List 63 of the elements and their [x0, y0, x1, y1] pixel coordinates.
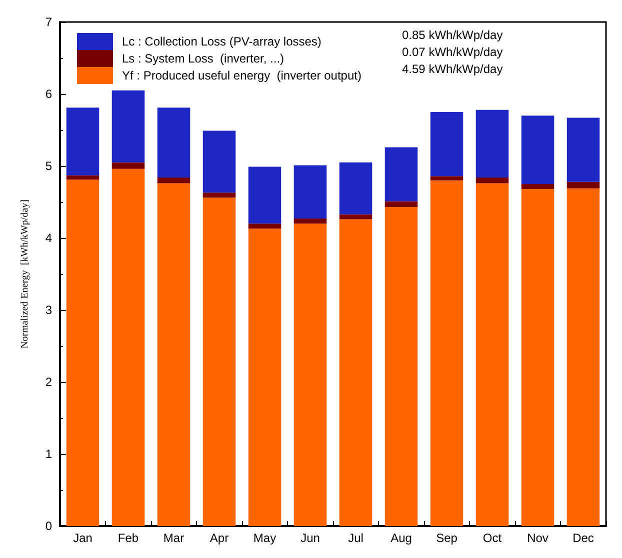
bar [112, 168, 145, 526]
x-tick-label: Sep [436, 531, 458, 545]
x-tick-label: May [253, 531, 276, 545]
bar [112, 90, 145, 162]
x-tick-label: Nov [527, 531, 548, 545]
y-axis-title: Normalized Energy [kWh/kWp/day] [20, 200, 30, 348]
bar [157, 178, 190, 184]
bar [339, 219, 372, 526]
bar [339, 162, 372, 214]
bar [66, 108, 100, 176]
bar [521, 116, 554, 184]
bar [430, 176, 464, 180]
bar [566, 118, 600, 182]
bar [294, 165, 327, 219]
y-tick-label: 1 [45, 447, 52, 461]
x-tick-label: Apr [210, 531, 229, 545]
bar [384, 147, 418, 202]
annotation: 0.85 kWh/kWp/day [402, 28, 503, 42]
bar [294, 224, 327, 526]
bar [202, 130, 236, 193]
bar [112, 162, 145, 169]
bar [157, 108, 190, 178]
legend-label: Lc : Collection Loss (PV-array losses) [122, 34, 322, 48]
y-tick-label: 0 [45, 519, 52, 533]
y-tick-label: 7 [45, 15, 52, 29]
bar [248, 224, 282, 229]
bar [476, 178, 509, 184]
bar [248, 228, 282, 526]
y-tick-label: 6 [45, 87, 52, 101]
bar [294, 218, 327, 224]
annotation: 0.07 kWh/kWp/day [402, 45, 503, 59]
bar [476, 110, 509, 178]
bar [157, 183, 190, 526]
x-tick-label: Jul [348, 531, 364, 545]
bar [430, 112, 464, 176]
bar [66, 175, 100, 180]
x-tick-label: Dec [572, 531, 594, 545]
bar [202, 198, 236, 526]
bar [521, 184, 554, 190]
bar [476, 183, 509, 526]
x-tick-label: Jan [73, 531, 92, 545]
x-tick-label: Mar [163, 531, 184, 545]
x-tick-label: Jun [300, 531, 320, 545]
x-tick-label: Oct [482, 531, 502, 545]
bar [566, 188, 600, 526]
bar [339, 214, 372, 220]
legend-label: Yf : Produced useful energy (inverter output) [122, 68, 362, 82]
y-tick-label: 5 [45, 159, 52, 173]
bar [521, 189, 554, 526]
bar [566, 182, 600, 188]
bar [430, 180, 464, 526]
y-tick-label: 4 [45, 231, 52, 245]
bar [202, 192, 236, 198]
y-tick-label: 3 [45, 303, 52, 317]
x-tick-label: Aug [390, 531, 412, 545]
bar [384, 201, 418, 208]
y-tick-label: 2 [45, 375, 52, 389]
bar [66, 180, 100, 526]
legend-label: Ls : System Loss (inverter, ...) [122, 52, 284, 66]
bar [384, 207, 418, 526]
bar [248, 166, 282, 224]
annotation: 4.59 kWh/kWp/day [402, 62, 503, 76]
x-tick-label: Feb [118, 531, 139, 545]
